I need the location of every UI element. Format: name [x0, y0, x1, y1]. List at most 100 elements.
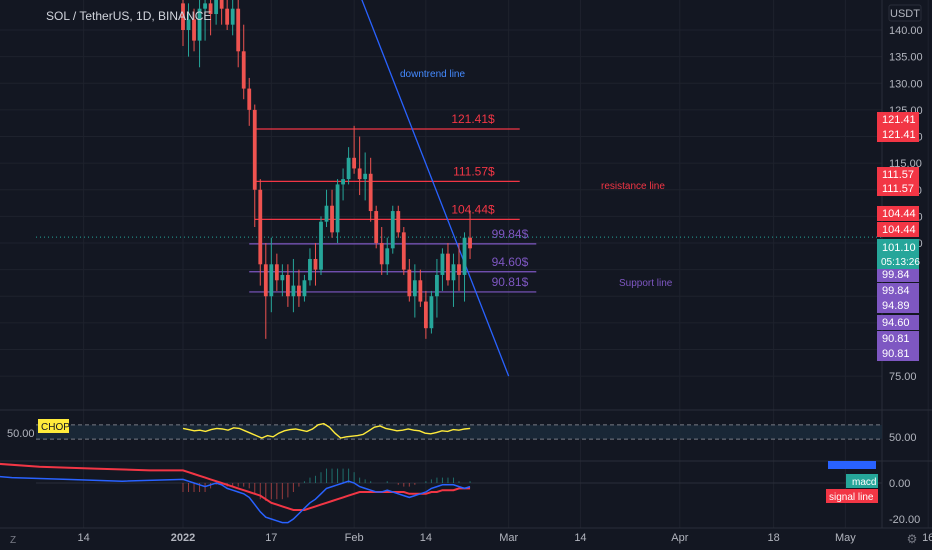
price-tag: 104.44 — [877, 206, 919, 221]
candle — [236, 0, 241, 68]
candle — [241, 24, 246, 100]
candle-body — [214, 0, 219, 15]
candle — [269, 237, 274, 313]
price-tag-box — [877, 206, 919, 221]
price-tag: 111.57 — [877, 181, 919, 196]
candle-body — [401, 232, 406, 270]
candle-body — [418, 280, 423, 302]
price-tag-box — [877, 167, 919, 182]
candle — [252, 104, 257, 228]
candle — [418, 269, 423, 307]
candle-body — [446, 253, 450, 281]
price-tick: 75.00 — [889, 371, 917, 383]
candle — [435, 258, 439, 318]
price-tag: 104.44 — [877, 222, 919, 237]
symbol-title: SOL / TetherUS, 1D, BINANCE — [46, 9, 212, 23]
price-tag: 111.57 — [877, 167, 919, 182]
candle-body — [407, 269, 412, 297]
candle — [208, 0, 213, 36]
candle — [374, 205, 379, 249]
price-tag: 94.60 — [877, 315, 919, 330]
time-tick: 16 — [922, 532, 932, 544]
time-axis[interactable]: ec14202217Feb14Mar14Apr18May16Jun — [0, 532, 932, 544]
candle — [186, 3, 191, 57]
price-tag: 99.84 — [877, 283, 919, 298]
candle — [302, 274, 307, 302]
currency-box — [888, 4, 922, 22]
candle — [335, 179, 340, 243]
candle — [457, 243, 461, 291]
candle-body — [423, 301, 428, 329]
candle-body — [297, 285, 301, 297]
price-tag: 94.89 — [877, 298, 919, 313]
time-tick: 14 — [78, 532, 90, 544]
candle — [230, 0, 235, 36]
candle — [368, 157, 373, 222]
time-tick: 17 — [265, 532, 277, 544]
candle-body — [319, 221, 323, 270]
candle-body — [429, 296, 434, 329]
candle-body — [412, 280, 417, 297]
chop-label-box — [38, 419, 69, 433]
candle — [263, 243, 268, 339]
chop-level-right: 50.00 — [889, 432, 917, 444]
candle-body — [208, 3, 213, 15]
price-tag-box — [877, 315, 919, 330]
candle-body — [390, 211, 395, 249]
candle — [357, 136, 362, 196]
macd-label-box — [846, 474, 878, 488]
candle-body — [451, 264, 456, 281]
candle-body — [269, 264, 274, 297]
price-tag-text: 104.44 — [882, 224, 916, 236]
candle-body — [341, 179, 345, 185]
candle — [274, 253, 279, 291]
level-label: 94.60$ — [492, 255, 529, 269]
candle — [330, 189, 334, 238]
candle-body — [291, 285, 296, 297]
gear-icon[interactable]: ⚙ — [907, 532, 918, 546]
price-tag-box — [877, 181, 919, 196]
candle — [401, 227, 406, 275]
candle-body — [241, 51, 246, 89]
candle — [324, 189, 329, 228]
candle — [423, 290, 428, 339]
candle-body — [330, 205, 334, 233]
candle — [363, 152, 368, 201]
candle — [225, 0, 230, 30]
price-tag-text: 94.60 — [882, 317, 910, 329]
price-tag-box — [877, 346, 919, 361]
time-tick: 18 — [768, 532, 780, 544]
candle — [440, 248, 445, 291]
candle-body — [203, 3, 207, 9]
candle — [319, 216, 323, 275]
candle-body — [313, 258, 318, 270]
candle-body — [197, 8, 202, 41]
candle — [280, 264, 285, 297]
trend-line[interactable]: downtrend line — [315, 0, 510, 377]
candle — [385, 237, 390, 275]
price-tick: 135.00 — [889, 52, 923, 64]
candle-body — [263, 264, 268, 297]
macd-line — [0, 475, 471, 524]
candle-body — [335, 184, 340, 233]
candle — [352, 125, 357, 174]
zoom-icon[interactable]: Z — [10, 535, 16, 546]
price-tag-box — [877, 112, 919, 127]
candle-body — [346, 157, 351, 180]
candle-body — [225, 8, 230, 25]
countdown-text: 05:13:26 — [881, 257, 920, 268]
price-tag-text: 121.41 — [882, 114, 916, 126]
candle-body — [285, 274, 290, 297]
candle-body — [280, 274, 285, 281]
candles — [181, 0, 472, 339]
candle-body — [462, 237, 467, 275]
candle-body — [363, 173, 368, 180]
candle — [346, 147, 351, 185]
candle-body — [192, 19, 196, 41]
candle-body — [368, 173, 373, 212]
candle-body — [324, 205, 329, 222]
level-label: 99.84$ — [492, 227, 529, 241]
candle-body — [186, 19, 191, 30]
price-tick: 130.00 — [889, 78, 923, 90]
